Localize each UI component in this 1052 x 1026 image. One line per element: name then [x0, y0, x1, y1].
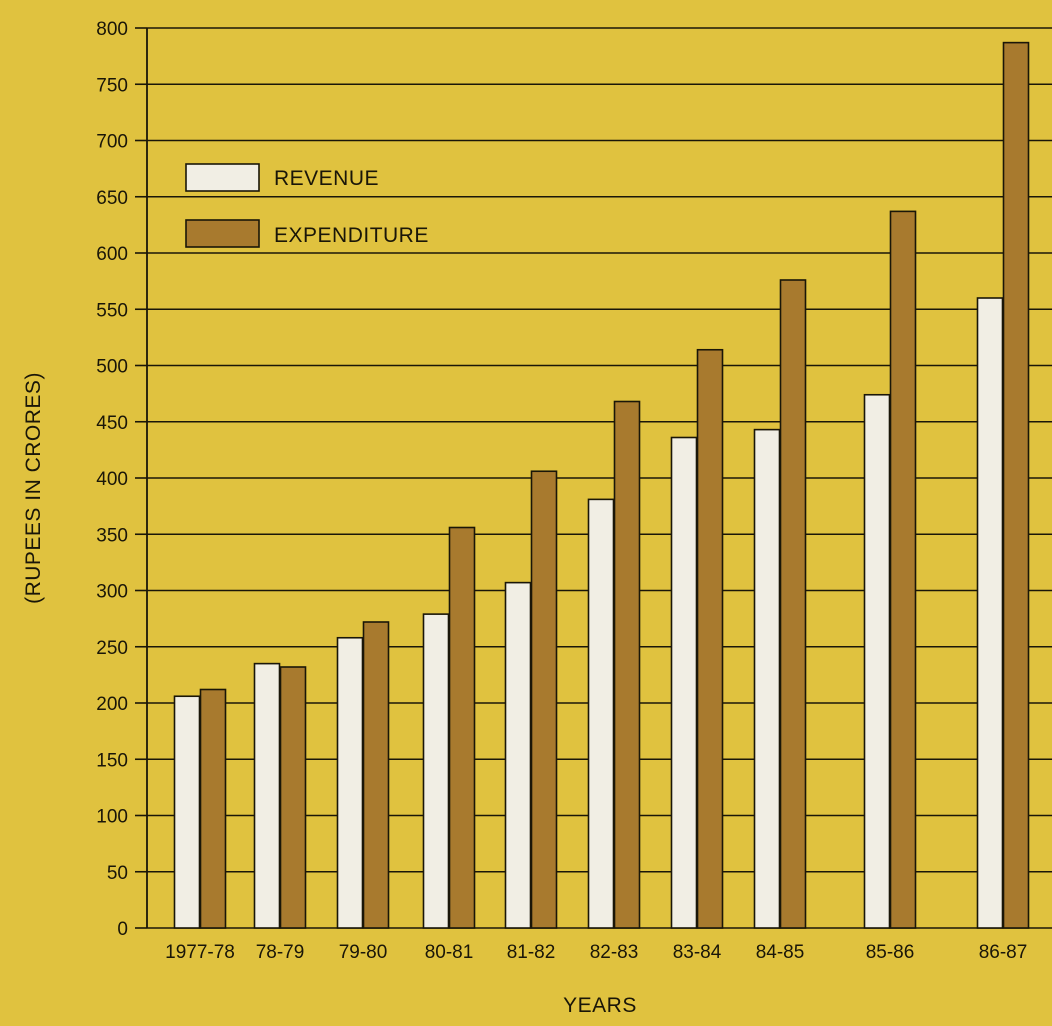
x-tick-label-81-82: 81-82: [507, 942, 556, 963]
y-tick-label-600: 600: [96, 244, 128, 265]
bar-revenue-82-83: [587, 498, 615, 929]
bar-revenue-84-85: [753, 428, 781, 929]
x-tick-label-79-80: 79-80: [339, 942, 388, 963]
y-tick-label-450: 450: [96, 413, 128, 434]
y-tick-label-150: 150: [96, 750, 128, 771]
y-tick-label-700: 700: [96, 132, 128, 153]
y-tick-label-500: 500: [96, 357, 128, 378]
bar-expenditure-86-87: [1002, 41, 1030, 929]
bar-revenue-1977-78: [173, 695, 201, 929]
x-tick-label-83-84: 83-84: [673, 942, 722, 963]
bar-expenditure-83-84: [696, 348, 724, 929]
bar-expenditure-85-86: [889, 210, 917, 929]
bar-revenue-85-86: [863, 393, 891, 929]
x-axis-title: YEARS: [563, 994, 637, 1017]
y-tick-label-0: 0: [117, 919, 128, 940]
x-tick-label-78-79: 78-79: [256, 942, 305, 963]
y-tick-label-650: 650: [96, 188, 128, 209]
y-tick-label-350: 350: [96, 525, 128, 546]
y-tick-label-400: 400: [96, 469, 128, 490]
bar-revenue-79-80: [336, 636, 364, 929]
bar-expenditure-79-80: [362, 621, 390, 929]
bar-expenditure-84-85: [779, 279, 807, 929]
x-tick-label-80-81: 80-81: [425, 942, 474, 963]
axes: 0 50 100 150 200 250 300 350 400 450 500 550 600 650 7…: [96, 19, 1027, 963]
bar-revenue-78-79: [253, 662, 281, 929]
y-tick-label-50: 50: [107, 863, 128, 884]
y-tick-label-550: 550: [96, 300, 128, 321]
y-tick-label-250: 250: [96, 638, 128, 659]
y-tick-label-100: 100: [96, 807, 128, 828]
bar-expenditure-80-81: [448, 526, 476, 929]
bar-expenditure-82-83: [613, 400, 641, 929]
x-tick-label-86-87: 86-87: [979, 942, 1028, 963]
x-tick-label-1977-78: 1977-78: [165, 942, 235, 963]
bar-expenditure-78-79: [279, 666, 307, 929]
legend-swatch-revenue: [185, 163, 260, 192]
bar-revenue-81-82: [504, 581, 532, 929]
x-tick-label-85-86: 85-86: [866, 942, 915, 963]
y-tick-label-750: 750: [96, 75, 128, 96]
legend: REVENUE EXPENDITURE: [185, 163, 429, 248]
bar-expenditure-1977-78: [199, 688, 227, 929]
legend-label-expenditure: EXPENDITURE: [274, 224, 429, 247]
legend-swatch-expenditure: [185, 219, 260, 248]
y-tick-label-200: 200: [96, 694, 128, 715]
y-tick-label-800: 800: [96, 19, 128, 40]
bars: [173, 41, 1030, 929]
x-tick-label-84-85: 84-85: [756, 942, 805, 963]
bar-revenue-86-87: [976, 297, 1004, 929]
legend-label-revenue: REVENUE: [274, 167, 379, 190]
bar-expenditure-81-82: [530, 470, 558, 929]
y-tick-label-300: 300: [96, 582, 128, 603]
x-tick-label-82-83: 82-83: [590, 942, 639, 963]
y-axis-title: (RUPEES IN CRORES): [22, 372, 45, 604]
bar-revenue-83-84: [670, 436, 698, 929]
bar-revenue-80-81: [422, 613, 450, 929]
